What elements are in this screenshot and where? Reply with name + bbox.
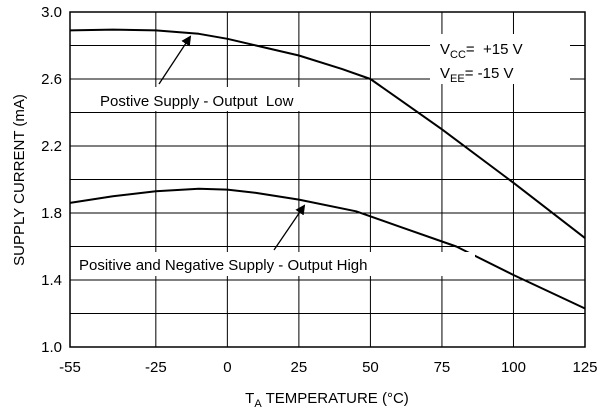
x-tick-label: 125 (572, 359, 597, 376)
x-tick-label: 75 (434, 359, 451, 376)
vcc-vee-bg (430, 34, 570, 84)
y-tick-label: 1.0 (41, 339, 62, 356)
y-tick-label: 3.0 (41, 4, 62, 21)
plot-frame (69, 11, 586, 348)
high-label-arrow (273, 204, 306, 251)
y-axis-ticks: 1.0 1.4 1.8 2.2 2.6 3.0 (41, 4, 62, 356)
low-label-bg (92, 87, 364, 111)
x-tick-label: 50 (362, 359, 379, 376)
grid (70, 12, 585, 347)
x-axis-ticks: -55 -25 0 25 50 75 100 125 (59, 359, 597, 376)
vcc-annotation: VCC= +15 V (440, 41, 523, 61)
x-tick-label: -55 (59, 359, 81, 376)
x-tick-label: 100 (501, 359, 526, 376)
y-tick-label: 2.2 (41, 138, 62, 155)
series-line-output-low (69, 28, 586, 239)
series-low-label: Postive Supply - Output Low (100, 93, 294, 110)
y-tick-label: 1.4 (41, 272, 62, 289)
x-tick-label: 25 (291, 359, 308, 376)
x-tick-label: -25 (145, 359, 167, 376)
high-label-bg (73, 252, 475, 276)
x-tick-label: 0 (223, 359, 231, 376)
y-axis-label: SUPPLY CURRENT (mA) (11, 94, 28, 266)
series-high-label: Positive and Negative Supply - Output Hi… (79, 257, 368, 274)
low-label-arrow (158, 35, 192, 85)
vee-annotation: VEE= -15 V (440, 65, 513, 85)
series-lines (69, 28, 586, 310)
y-tick-label: 2.6 (41, 71, 62, 88)
series-line-output-high (69, 187, 586, 310)
y-tick-label: 1.8 (41, 205, 62, 222)
x-axis-label: TA TEMPERATURE (°C) (245, 390, 409, 410)
